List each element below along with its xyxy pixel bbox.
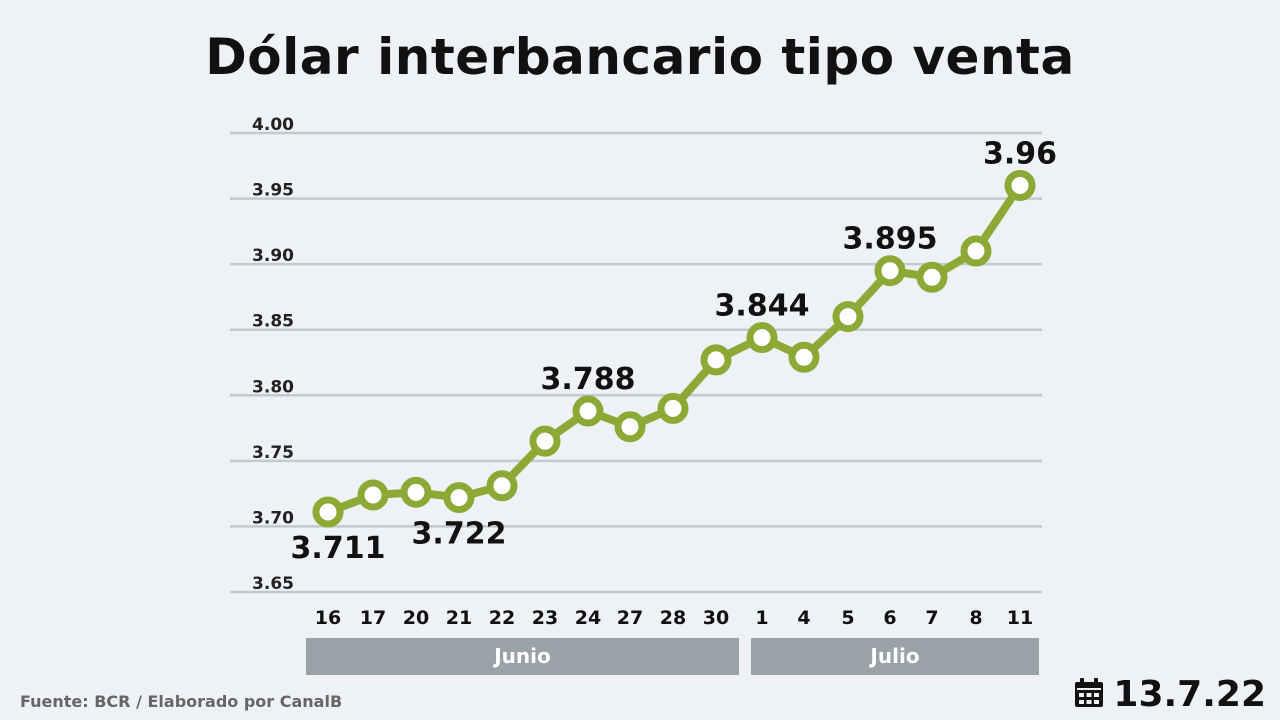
y-tick-label: 3.75 xyxy=(252,443,294,463)
data-label: 3.711 xyxy=(291,531,386,566)
data-point xyxy=(874,255,906,287)
x-tick-label: 8 xyxy=(969,607,982,629)
y-tick-label: 3.95 xyxy=(252,181,294,201)
y-tick-label: 3.80 xyxy=(252,377,294,397)
source-note: Fuente: BCR / Elaborado por CanalB xyxy=(20,692,343,711)
x-tick-label: 20 xyxy=(403,607,429,629)
data-point xyxy=(614,411,646,443)
x-tick-label: 6 xyxy=(883,607,896,629)
month-band-julio: Julio xyxy=(751,638,1039,675)
month-band-junio: Junio xyxy=(306,638,739,675)
data-point xyxy=(657,392,689,424)
date-stamp: 13.7.22 xyxy=(1073,674,1266,715)
y-tick-label: 3.70 xyxy=(252,508,294,528)
data-point xyxy=(1004,169,1036,201)
data-label: 3.844 xyxy=(715,289,810,324)
date-text: 13.7.22 xyxy=(1113,674,1266,715)
x-tick-label: 16 xyxy=(315,607,341,629)
data-point xyxy=(443,482,475,514)
x-tick-label: 27 xyxy=(617,607,643,629)
data-point xyxy=(400,476,432,508)
x-tick-label: 21 xyxy=(446,607,472,629)
y-tick-label: 4.00 xyxy=(252,115,294,135)
month-label-junio: Junio xyxy=(494,644,551,668)
x-tick-label: 24 xyxy=(575,607,601,629)
data-point xyxy=(916,261,948,293)
data-label: 3.96 xyxy=(983,136,1057,171)
data-point xyxy=(529,425,561,457)
y-tick-label: 3.85 xyxy=(252,312,294,332)
data-point xyxy=(357,479,389,511)
data-point xyxy=(960,235,992,267)
x-tick-label: 11 xyxy=(1007,607,1033,629)
y-tick-label: 3.65 xyxy=(252,574,294,594)
x-tick-label: 22 xyxy=(489,607,515,629)
data-point xyxy=(700,344,732,376)
calendar-icon xyxy=(1073,677,1105,713)
chart-title: Dólar interbancario tipo venta xyxy=(205,28,1075,86)
data-point xyxy=(312,496,344,528)
data-label: 3.788 xyxy=(541,362,636,397)
x-tick-label: 30 xyxy=(703,607,729,629)
x-tick-label: 28 xyxy=(660,607,686,629)
data-point xyxy=(486,470,518,502)
x-tick-label: 7 xyxy=(925,607,938,629)
x-tick-label: 5 xyxy=(841,607,854,629)
y-tick-label: 3.90 xyxy=(252,246,294,266)
data-label: 3.722 xyxy=(412,517,507,552)
data-point xyxy=(788,341,820,373)
data-point xyxy=(746,322,778,354)
data-label: 3.895 xyxy=(843,222,938,257)
x-tick-label: 4 xyxy=(797,607,810,629)
data-point xyxy=(832,301,864,333)
x-tick-label: 23 xyxy=(532,607,558,629)
month-label-julio: Julio xyxy=(870,644,920,668)
x-tick-label: 1 xyxy=(755,607,768,629)
data-point xyxy=(572,395,604,427)
x-tick-label: 17 xyxy=(360,607,386,629)
